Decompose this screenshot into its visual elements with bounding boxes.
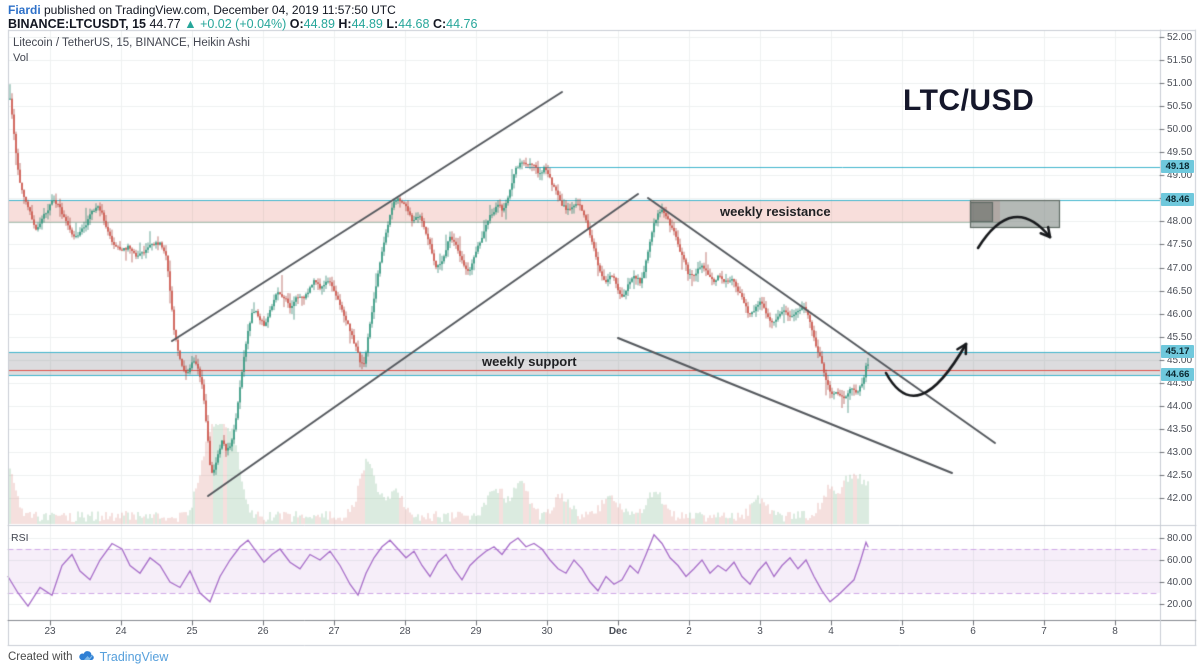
time-axis-label: 3	[757, 626, 763, 637]
price-axis-label: 49.00	[1167, 170, 1193, 182]
price-level-badge: 45.17	[1161, 344, 1194, 358]
price-axis-label: 49.50	[1167, 147, 1193, 159]
ticker-status-line: BINANCE:LTCUSDT, 15 44.77 ▲ +0.02 (+0.04…	[8, 17, 477, 31]
time-axis-label: 28	[399, 626, 411, 637]
volume-indicator-label[interactable]: Vol	[13, 52, 29, 64]
price-axis-label: 44.00	[1167, 400, 1193, 412]
time-axis-label: 6	[970, 626, 976, 637]
low-value: 44.68	[398, 17, 430, 31]
time-axis-label: 5	[899, 626, 905, 637]
time-axis-label: 27	[328, 626, 340, 637]
price-axis-label: 42.50	[1167, 469, 1193, 481]
rsi-axis-label: 20.00	[1167, 599, 1193, 610]
rsi-axis-label: 60.00	[1167, 555, 1193, 566]
price-axis-label: 48.00	[1167, 216, 1193, 228]
price-axis-label: 46.50	[1167, 285, 1193, 297]
byline-text: published on TradingView.com, December 0…	[40, 3, 396, 17]
high-value: 44.89	[351, 17, 383, 31]
tradingview-brand-link[interactable]: TradingView	[99, 649, 169, 664]
time-axis-label: 7	[1041, 626, 1047, 637]
open-label: O:	[289, 17, 304, 31]
price-axis-label: 50.00	[1167, 124, 1193, 136]
ticker-change: ▲ +0.02 (+0.04%)	[184, 17, 287, 31]
close-label: C:	[432, 17, 447, 31]
low-label: L:	[386, 17, 399, 31]
price-level-badge: 49.18	[1161, 160, 1194, 173]
rsi-indicator-label[interactable]: RSI	[11, 532, 29, 544]
rsi-axis-label: 40.00	[1167, 577, 1193, 588]
time-axis-label: 29	[470, 626, 482, 637]
price-axis-label: 45.00	[1167, 354, 1193, 366]
weekly-support-label: weekly support	[482, 354, 577, 369]
created-with-text: Created with	[8, 650, 73, 663]
time-axis-label: 2	[686, 626, 692, 637]
byline: Fiardi published on TradingView.com, Dec…	[8, 3, 396, 17]
time-axis-label: 8	[1112, 626, 1118, 637]
rsi-axis-label: 80.00	[1167, 533, 1193, 544]
time-axis-label: Dec	[608, 626, 628, 637]
chart-legend[interactable]: Litecoin / TetherUS, 15, BINANCE, Heikin…	[13, 37, 250, 49]
weekly-resistance-label: weekly resistance	[720, 204, 831, 219]
close-value: 44.76	[446, 17, 478, 31]
high-label: H:	[338, 17, 352, 31]
pair-title-annotation: LTC/USD	[903, 84, 1035, 117]
open-value: 44.89	[303, 17, 335, 31]
time-axis-label: 26	[257, 626, 269, 637]
ticker-symbol: BINANCE:LTCUSDT, 15	[8, 17, 146, 31]
footer-attribution: Created with TradingView	[8, 649, 168, 664]
price-level-badge: 48.46	[1161, 193, 1194, 207]
price-axis-label: 44.50	[1167, 377, 1193, 389]
price-axis-label: 52.00	[1167, 32, 1193, 43]
ticker-last-price: 44.77	[149, 17, 181, 31]
price-level-badge: 44.66	[1161, 368, 1194, 382]
time-axis-label: 24	[115, 626, 127, 637]
price-axis-label: 46.00	[1167, 308, 1193, 320]
price-axis-label: 51.50	[1167, 55, 1193, 67]
time-axis-label: 25	[186, 626, 198, 637]
tradingview-logo-icon	[78, 650, 95, 665]
price-axis-label: 42.00	[1167, 493, 1193, 504]
price-axis-label: 47.50	[1167, 239, 1193, 251]
time-axis-label: 4	[828, 626, 834, 637]
price-axis-label: 47.00	[1167, 262, 1193, 274]
price-axis-label: 51.00	[1167, 78, 1193, 90]
time-axis-label: 30	[541, 626, 553, 637]
time-axis-label: 23	[44, 626, 56, 637]
price-axis-label: 43.00	[1167, 446, 1193, 458]
author-link[interactable]: Fiardi	[8, 3, 41, 17]
price-axis-label: 50.50	[1167, 101, 1193, 113]
price-axis-label: 45.50	[1167, 331, 1193, 343]
price-axis-label: 43.50	[1167, 423, 1193, 435]
